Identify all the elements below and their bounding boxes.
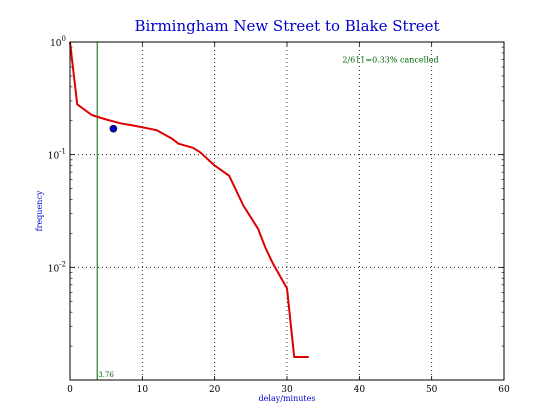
plot-frame <box>69 41 505 381</box>
y-tick-label: 10-2 <box>48 260 66 274</box>
x-tick-label: 0 <box>67 385 73 395</box>
grid-lines <box>70 42 504 380</box>
x-tick-label: 30 <box>281 385 293 395</box>
x-tick-label: 40 <box>354 385 366 395</box>
series-layer: 3.76 <box>69 41 309 380</box>
x-tick-label: 10 <box>137 385 149 395</box>
x-tick-label: 20 <box>209 385 221 395</box>
cancelled-annotation: 2/611=0.33% cancelled <box>342 55 438 64</box>
x-tick-label: 50 <box>426 385 438 395</box>
tick-labels: 0 10 20 30 40 50 60 10-2 10-1 100 <box>48 35 510 395</box>
marker-point <box>109 124 118 133</box>
x-tick-label: 60 <box>498 385 510 395</box>
x-axis-label: delay/minutes <box>259 394 316 403</box>
delay-distribution-line <box>69 41 309 358</box>
mean-delay-label: 3.76 <box>98 371 114 379</box>
y-tick-label: 100 <box>50 35 66 49</box>
y-axis-label: frequency <box>35 190 44 231</box>
chart-title: Birmingham New Street to Blake Street <box>134 17 439 35</box>
y-tick-label: 10-1 <box>48 148 66 162</box>
